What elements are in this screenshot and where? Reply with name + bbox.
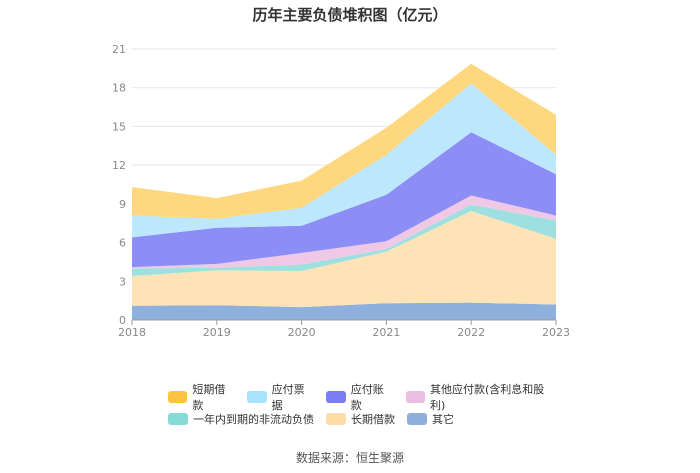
legend-item[interactable]: 其它: [407, 411, 454, 427]
legend-row-2: 一年内到期的非流动负债 长期借款 其它: [168, 408, 568, 430]
area-短期借款: [132, 63, 556, 219]
area-其他应付款(含利息和股利): [132, 195, 556, 269]
legend-item[interactable]: 长期借款: [326, 411, 395, 427]
y-tick-label: 18: [112, 82, 126, 95]
axes: 0 3 6 9 12 15 18 21 2018 2019 2020 2021 2022 2023: [112, 43, 570, 339]
y-tick-label: 0: [119, 314, 126, 327]
area-应付票据: [132, 83, 556, 238]
legend-swatch: [247, 391, 267, 403]
y-tick-label: 9: [119, 198, 126, 211]
y-tick-label: 15: [112, 120, 126, 133]
area-长期借款: [132, 211, 556, 308]
legend-item[interactable]: 其他应付款(含利息和股利): [405, 381, 556, 413]
x-tick-label: 2018: [118, 326, 146, 339]
x-tick-label: 2022: [457, 326, 485, 339]
area-其它: [132, 302, 556, 320]
legend-label: 其他应付款(含利息和股利): [429, 383, 545, 412]
y-tick-label: 21: [112, 43, 126, 56]
legend-label: 一年内到期的非流动负债: [193, 413, 314, 426]
area-应付账款: [132, 132, 556, 268]
legend-label: 应付票据: [271, 383, 305, 412]
legend-item[interactable]: 应付账款: [326, 381, 393, 413]
x-tick-label: 2019: [203, 326, 231, 339]
area-series: [132, 63, 556, 320]
legend-swatch: [407, 413, 427, 425]
y-tick-label: 12: [112, 159, 126, 172]
legend-item[interactable]: 应付票据: [247, 381, 314, 413]
legend-label: 长期借款: [351, 413, 395, 426]
legend-swatch: [168, 391, 188, 403]
legend-label: 短期借款: [192, 383, 226, 412]
legend-label: 其它: [432, 413, 454, 426]
chart-title: 历年主要负债堆积图（亿元）: [252, 6, 448, 24]
legend-swatch: [168, 413, 188, 425]
x-tick-label: 2021: [372, 326, 400, 339]
legend-swatch: [405, 391, 425, 403]
x-tick-label: 2023: [542, 326, 570, 339]
data-source: 数据来源：恒生聚源: [295, 451, 404, 465]
area-一年内到期的非流动负债: [132, 204, 556, 277]
legend: 短期借款 应付票据 应付账款 其他应付款(含利息和股利) 一年内到期的非流动负债 长期借…: [168, 383, 568, 430]
x-tick-label: 2020: [288, 326, 316, 339]
y-tick-label: 6: [119, 237, 126, 250]
legend-item[interactable]: 一年内到期的非流动负债: [168, 411, 314, 427]
legend-swatch: [326, 413, 346, 425]
legend-label: 应付账款: [350, 383, 384, 412]
legend-item[interactable]: 短期借款: [168, 381, 235, 413]
legend-row-1: 短期借款 应付票据 应付账款 其他应付款(含利息和股利): [168, 383, 568, 412]
legend-swatch: [326, 391, 346, 403]
y-tick-label: 3: [119, 275, 126, 288]
